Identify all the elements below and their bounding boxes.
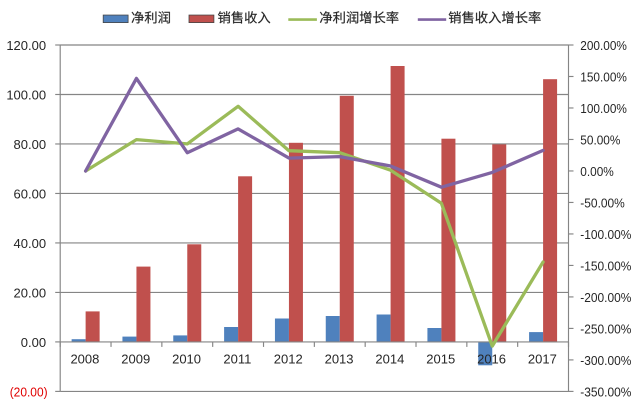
svg-text:2009: 2009: [121, 351, 150, 366]
svg-text:2008: 2008: [70, 351, 99, 366]
svg-text:50.00%: 50.00%: [580, 132, 620, 147]
svg-text:2010: 2010: [172, 351, 201, 366]
svg-text:150.00%: 150.00%: [580, 69, 627, 84]
svg-text:-200.00%: -200.00%: [580, 290, 631, 305]
svg-text:100.00: 100.00: [6, 87, 46, 102]
svg-text:20.00: 20.00: [14, 285, 47, 300]
svg-text:80.00: 80.00: [14, 137, 47, 152]
svg-text:2011: 2011: [223, 351, 251, 366]
svg-text:(20.00): (20.00): [10, 384, 48, 399]
svg-text:100.00%: 100.00%: [580, 101, 627, 116]
svg-text:-150.00%: -150.00%: [580, 258, 631, 273]
svg-text:-350.00%: -350.00%: [580, 384, 631, 399]
svg-text:0.00%: 0.00%: [580, 164, 614, 179]
svg-text:2016: 2016: [477, 351, 506, 366]
svg-text:0.00: 0.00: [21, 335, 46, 350]
svg-text:2017: 2017: [528, 351, 557, 366]
svg-text:-100.00%: -100.00%: [580, 227, 631, 242]
svg-text:2012: 2012: [274, 351, 303, 366]
svg-text:-50.00%: -50.00%: [580, 195, 625, 210]
svg-text:200.00%: 200.00%: [580, 38, 627, 53]
svg-text:120.00: 120.00: [6, 38, 46, 53]
svg-text:2013: 2013: [325, 351, 354, 366]
svg-text:-250.00%: -250.00%: [580, 321, 631, 336]
svg-text:40.00: 40.00: [14, 236, 47, 251]
svg-text:2014: 2014: [375, 351, 404, 366]
svg-text:-300.00%: -300.00%: [580, 353, 631, 368]
svg-text:2015: 2015: [426, 351, 455, 366]
svg-text:60.00: 60.00: [14, 186, 47, 201]
